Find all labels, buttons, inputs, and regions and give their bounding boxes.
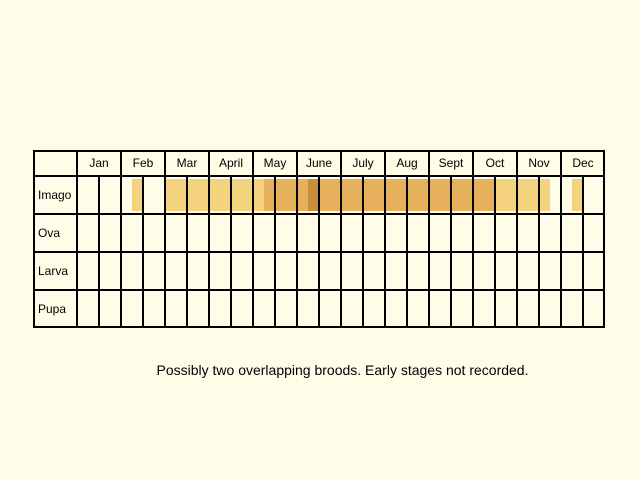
abundance-cell <box>341 179 352 211</box>
month-label: April <box>219 156 243 170</box>
abundance-cell <box>517 179 528 211</box>
chart-note: Possibly two overlapping broods. Early s… <box>156 362 529 378</box>
chart-grid <box>33 150 605 328</box>
abundance-cell <box>187 179 198 211</box>
abundance-cell <box>319 179 330 211</box>
abundance-cell <box>198 179 209 211</box>
abundance-cell <box>253 179 264 211</box>
abundance-cell <box>396 179 407 211</box>
stage-label: Larva <box>38 264 68 278</box>
stage-label: Pupa <box>38 302 66 316</box>
abundance-cell <box>165 179 176 211</box>
abundance-cell <box>572 179 583 211</box>
abundance-cell <box>440 179 451 211</box>
month-label: July <box>352 156 373 170</box>
month-label: Dec <box>572 156 593 170</box>
abundance-cell <box>484 179 495 211</box>
month-label: Jan <box>89 156 108 170</box>
abundance-cell <box>539 179 550 211</box>
abundance-cells <box>132 179 583 211</box>
abundance-cell <box>495 179 506 211</box>
month-label: May <box>264 156 287 170</box>
month-label: June <box>306 156 332 170</box>
abundance-cell <box>308 179 319 211</box>
abundance-cell <box>451 179 462 211</box>
abundance-cell <box>418 179 429 211</box>
month-label: Mar <box>177 156 198 170</box>
abundance-cell <box>374 179 385 211</box>
month-label: Nov <box>528 156 549 170</box>
abundance-cell <box>264 179 275 211</box>
abundance-cell <box>528 179 539 211</box>
abundance-cell <box>176 179 187 211</box>
month-label: Aug <box>396 156 417 170</box>
abundance-cell <box>220 179 231 211</box>
abundance-cell <box>297 179 308 211</box>
abundance-cell <box>275 179 286 211</box>
abundance-cell <box>429 179 440 211</box>
abundance-cell <box>286 179 297 211</box>
stage-label: Imago <box>38 188 72 202</box>
phenology-chart: Jan Feb Mar April May June July Aug Sept Oct Nov De… <box>33 150 605 328</box>
abundance-cell <box>330 179 341 211</box>
abundance-cell <box>385 179 396 211</box>
abundance-cell <box>462 179 473 211</box>
abundance-cell <box>209 179 220 211</box>
abundance-cell <box>132 179 143 211</box>
abundance-cell <box>242 179 253 211</box>
month-label: Feb <box>133 156 154 170</box>
abundance-cell <box>506 179 517 211</box>
month-label: Sept <box>439 156 464 170</box>
month-label: Oct <box>486 156 505 170</box>
abundance-cell <box>407 179 418 211</box>
abundance-cell <box>231 179 242 211</box>
abundance-cell <box>363 179 374 211</box>
abundance-cell <box>473 179 484 211</box>
stage-label: Ova <box>38 226 60 240</box>
chart-labels: Jan Feb Mar April May June July Aug Sept Oct Nov De… <box>38 156 594 316</box>
abundance-cell <box>352 179 363 211</box>
